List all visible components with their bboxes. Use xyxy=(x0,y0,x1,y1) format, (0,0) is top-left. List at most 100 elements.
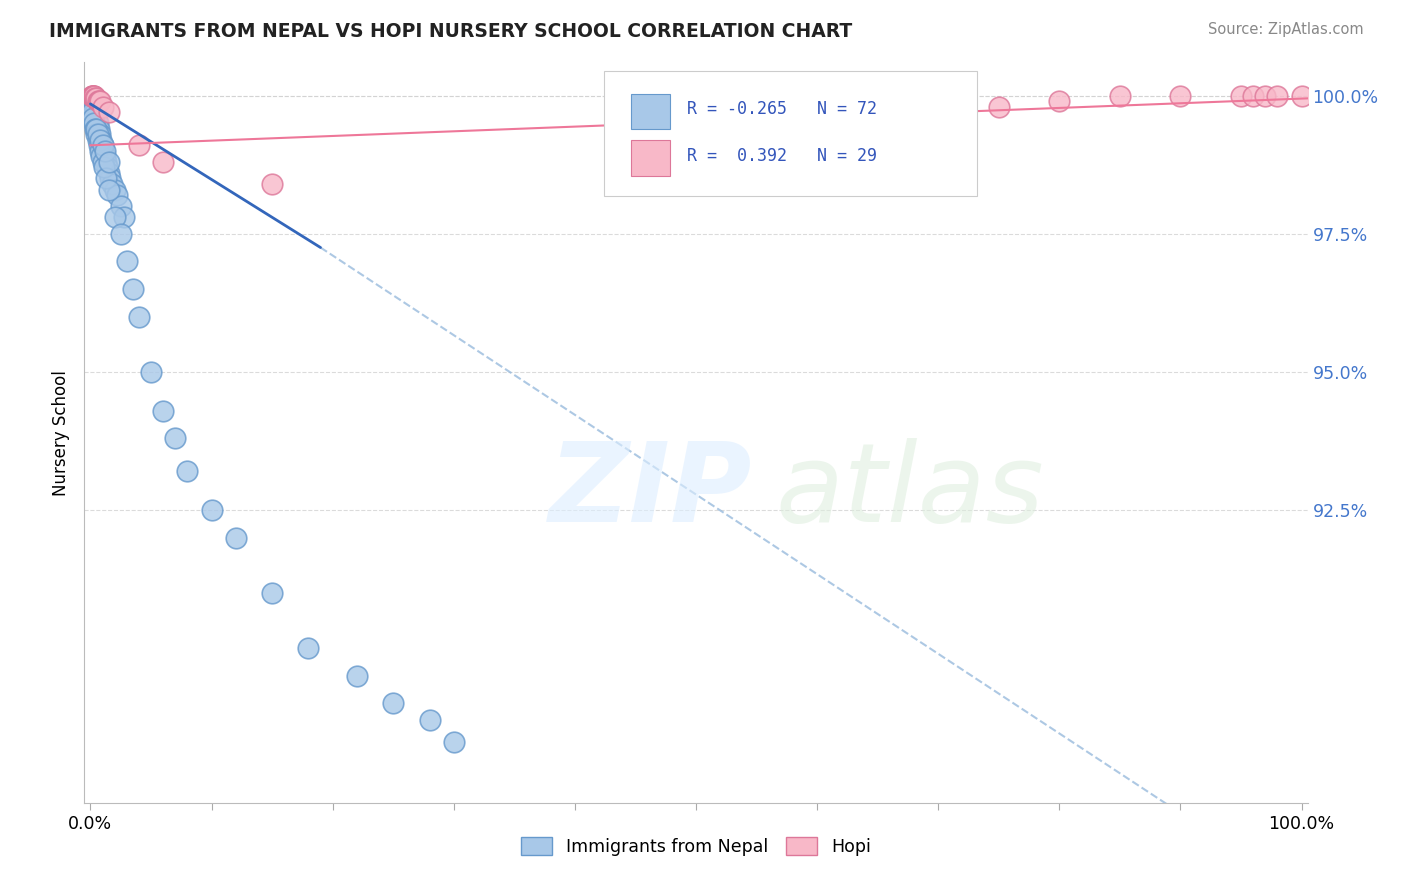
Bar xyxy=(631,140,671,176)
Text: R =  0.392   N = 29: R = 0.392 N = 29 xyxy=(688,146,877,165)
Point xyxy=(200,503,222,517)
Point xyxy=(443,735,465,749)
Point xyxy=(1170,88,1192,103)
Point xyxy=(80,94,103,108)
Point xyxy=(1108,88,1130,103)
Point xyxy=(86,121,108,136)
Point xyxy=(225,531,247,545)
Point xyxy=(83,88,105,103)
Point xyxy=(91,138,114,153)
Point xyxy=(1241,88,1264,103)
Point xyxy=(1230,88,1253,103)
Point xyxy=(80,100,103,114)
Point xyxy=(86,121,108,136)
Point xyxy=(86,116,108,130)
Point xyxy=(128,310,150,324)
Point xyxy=(82,111,104,125)
Point xyxy=(84,121,107,136)
Point xyxy=(346,669,368,683)
Point xyxy=(83,100,105,114)
Point xyxy=(91,144,114,158)
Point xyxy=(87,121,110,136)
Point xyxy=(1265,88,1288,103)
Text: ZIP: ZIP xyxy=(550,438,752,545)
Point xyxy=(139,365,162,379)
Point xyxy=(121,282,143,296)
Point xyxy=(128,138,150,153)
Point xyxy=(86,128,108,142)
Point xyxy=(80,105,103,120)
Point xyxy=(96,154,118,169)
Point xyxy=(84,91,107,105)
Point xyxy=(97,182,120,196)
Point xyxy=(806,133,828,147)
Point xyxy=(104,210,127,224)
Point xyxy=(89,94,111,108)
Point xyxy=(94,149,117,163)
Point xyxy=(1047,94,1070,108)
Point xyxy=(1254,88,1277,103)
Point xyxy=(91,138,114,153)
Point xyxy=(90,133,112,147)
Point xyxy=(87,94,110,108)
Point xyxy=(82,88,104,103)
Point xyxy=(94,144,117,158)
Point xyxy=(96,171,118,186)
Point xyxy=(84,111,107,125)
Point xyxy=(987,100,1010,114)
Point xyxy=(86,94,108,108)
Point xyxy=(90,138,112,153)
Point xyxy=(97,166,120,180)
Point xyxy=(80,94,103,108)
Point xyxy=(82,100,104,114)
Point xyxy=(86,133,108,147)
Point xyxy=(82,100,104,114)
Point xyxy=(104,182,127,196)
Point xyxy=(82,94,104,108)
FancyBboxPatch shape xyxy=(605,71,977,195)
Point xyxy=(96,161,118,175)
Point xyxy=(87,138,110,153)
Point xyxy=(91,154,114,169)
Point xyxy=(86,116,108,130)
Point xyxy=(110,199,132,213)
Point xyxy=(262,586,284,600)
Point xyxy=(927,111,949,125)
Point xyxy=(83,105,105,120)
Point xyxy=(89,144,111,158)
Point xyxy=(152,403,174,417)
Point xyxy=(80,88,103,103)
Point xyxy=(115,254,138,268)
Point xyxy=(82,88,104,103)
Point xyxy=(86,128,108,142)
Point xyxy=(86,111,108,125)
Point xyxy=(80,88,103,103)
Point xyxy=(866,121,889,136)
Point xyxy=(84,111,107,125)
Point xyxy=(110,227,132,241)
Point xyxy=(89,133,111,147)
Point xyxy=(101,177,124,191)
Point xyxy=(83,105,105,120)
Point xyxy=(297,641,319,656)
Point xyxy=(176,464,198,478)
Point xyxy=(112,210,135,224)
Point xyxy=(262,177,284,191)
Point xyxy=(89,133,111,147)
Point xyxy=(105,188,128,202)
Point xyxy=(685,144,707,158)
Point xyxy=(165,431,187,445)
Legend: Immigrants from Nepal, Hopi: Immigrants from Nepal, Hopi xyxy=(512,829,880,864)
Point xyxy=(152,154,174,169)
Text: atlas: atlas xyxy=(776,438,1045,545)
Point xyxy=(87,128,110,142)
Point xyxy=(89,128,111,142)
Y-axis label: Nursery School: Nursery School xyxy=(52,369,70,496)
Text: Source: ZipAtlas.com: Source: ZipAtlas.com xyxy=(1208,22,1364,37)
Point xyxy=(97,154,120,169)
Point xyxy=(91,100,114,114)
Text: R = -0.265   N = 72: R = -0.265 N = 72 xyxy=(688,100,877,118)
Bar xyxy=(631,94,671,129)
Point xyxy=(86,116,108,130)
Point xyxy=(1291,88,1313,103)
